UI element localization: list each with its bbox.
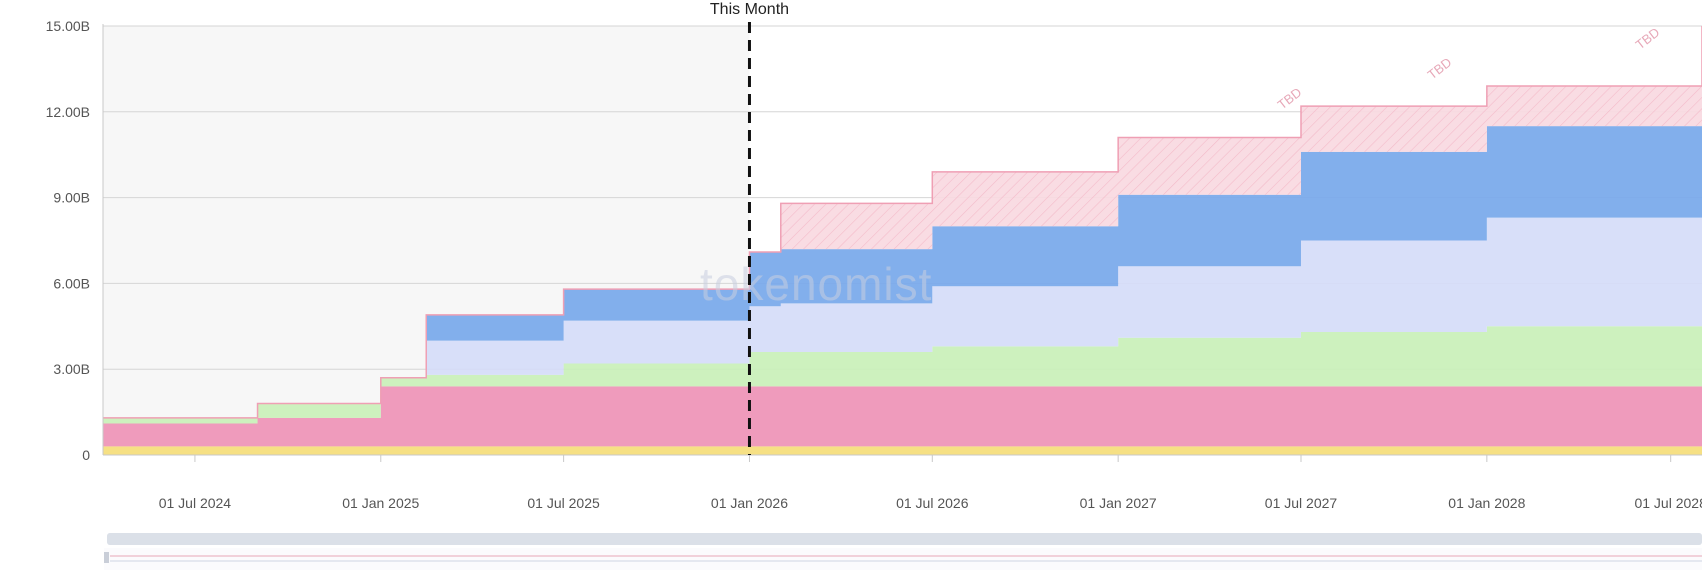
- tbd-hatch: [103, 26, 1702, 418]
- navigator-panel: [104, 548, 1702, 570]
- x-tick-label: 01 Jul 2024: [159, 495, 232, 511]
- tbd-outline: [103, 26, 1702, 419]
- series-area-3: [103, 191, 1702, 418]
- series-area-1: [103, 386, 1702, 447]
- x-tick-label: 01 Jul 2028: [1634, 495, 1702, 511]
- x-tick-label: 01 Jul 2027: [1265, 495, 1338, 511]
- x-tick-label: 01 Jan 2026: [711, 495, 788, 511]
- series-area-4: [103, 83, 1702, 418]
- series-area-2: [103, 320, 1702, 424]
- y-tick-label: 6.00B: [53, 275, 90, 291]
- x-tick-label: 01 Jan 2027: [1080, 495, 1157, 511]
- y-tick-label: 9.00B: [53, 190, 90, 206]
- x-tick-label: 01 Jan 2028: [1448, 495, 1525, 511]
- y-tick-label: 15.00B: [46, 18, 90, 34]
- x-tick-label: 01 Jul 2025: [527, 495, 600, 511]
- range-scrollbar-thumb[interactable]: [107, 533, 1702, 545]
- y-tick-label: 12.00B: [46, 104, 90, 120]
- y-tick-label: 3.00B: [53, 361, 90, 377]
- y-tick-label: 0: [82, 447, 90, 463]
- x-tick-label: 01 Jul 2026: [896, 495, 969, 511]
- x-tick-label: 01 Jan 2025: [342, 495, 419, 511]
- navigator-left-handle[interactable]: [104, 552, 109, 563]
- series-area-0: [103, 446, 1702, 455]
- watermark-text: tokenomist: [700, 258, 932, 310]
- this-month-marker-label: This Month: [710, 1, 789, 18]
